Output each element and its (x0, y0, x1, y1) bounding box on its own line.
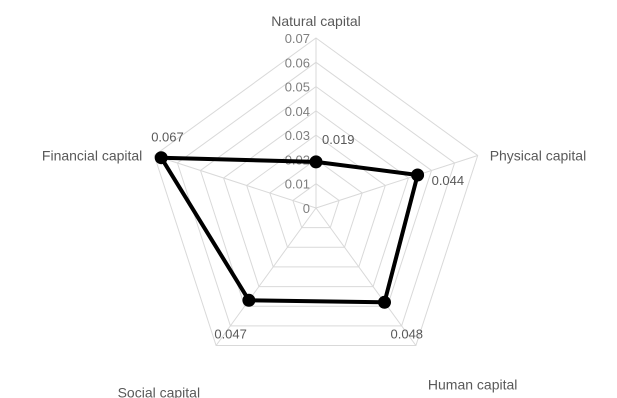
label-layer: 0.019 0.044 0.048 0.047 0.067 Natural capital… (42, 13, 586, 398)
spoke-3 (215, 207, 317, 346)
grid-ring-1 (292, 183, 340, 229)
category-label-2: Human capital (428, 377, 518, 393)
grid-ring-2 (269, 158, 363, 248)
grid-ring-4 (223, 110, 409, 288)
data-point-2 (378, 295, 391, 309)
tick-label-5: 0.05 (285, 80, 310, 95)
data-point-1 (411, 168, 425, 182)
category-label-0: Natural capital (271, 13, 361, 29)
tick-label-6: 0.06 (285, 55, 310, 70)
grid-layer (153, 37, 479, 346)
spoke-4 (154, 155, 317, 209)
series-layer (154, 151, 425, 309)
data-label-0: 0.019 (322, 132, 355, 147)
data-point-0 (309, 155, 323, 169)
tick-label-7: 0.07 (285, 31, 310, 46)
tick-label-4: 0.04 (285, 104, 310, 119)
grid-ring-5 (199, 85, 433, 307)
spoke-2 (315, 207, 417, 346)
grid-ring-7 (153, 37, 479, 346)
data-label-3: 0.047 (214, 326, 247, 341)
grid-ring-6 (176, 61, 456, 327)
data-label-2: 0.048 (391, 326, 424, 341)
tick-label-1: 0.01 (285, 177, 310, 192)
category-label-1: Physical capital (490, 148, 587, 164)
series-line (159, 155, 420, 305)
spoke-1 (315, 155, 478, 209)
data-point-4 (154, 151, 168, 165)
tick-label-3: 0.03 (285, 128, 310, 143)
data-point-3 (242, 293, 256, 307)
tick-label-0: 0 (303, 201, 310, 216)
data-label-4: 0.067 (151, 130, 184, 145)
tick-layer: 00.010.020.030.040.050.060.07 (285, 31, 310, 216)
category-label-4: Financial capital (42, 148, 142, 164)
grid-ring-3 (246, 134, 386, 268)
category-label-3: Social capital (118, 385, 201, 398)
data-label-1: 0.044 (432, 173, 465, 188)
